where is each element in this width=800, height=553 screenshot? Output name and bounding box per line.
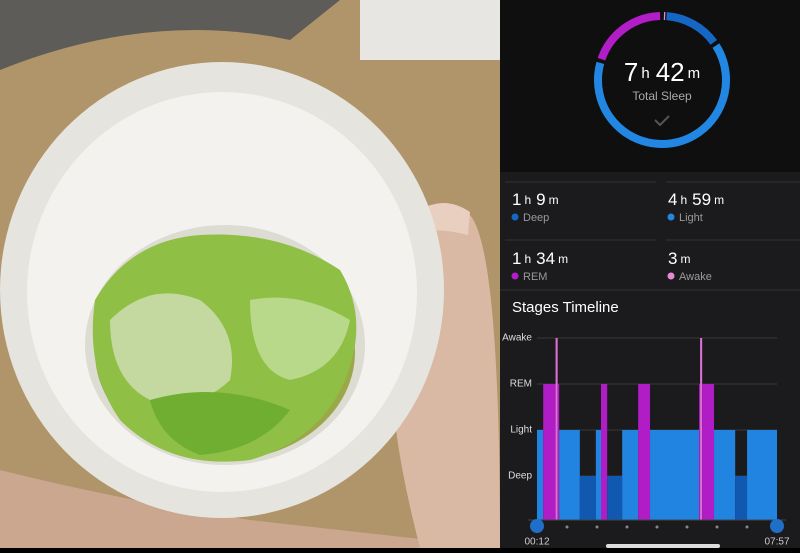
stage-segment <box>558 384 560 520</box>
unit: h <box>524 252 531 266</box>
axis-dot <box>626 526 629 529</box>
unit: h <box>680 193 687 207</box>
photo <box>0 0 500 548</box>
axis-dot <box>656 526 659 529</box>
unit: m <box>558 252 568 266</box>
unit: h <box>524 193 531 207</box>
stage-label: Deep <box>523 212 549 224</box>
stage-segment <box>699 384 700 520</box>
stage-segment <box>601 384 607 520</box>
axis-dot <box>596 526 599 529</box>
stage-segment <box>638 384 650 520</box>
stage-segment <box>700 338 702 520</box>
stage-segment <box>556 338 558 520</box>
minutes: 3 <box>668 249 677 268</box>
tick-icon <box>530 519 544 533</box>
stage-segment <box>747 430 777 520</box>
legend-dot <box>668 214 675 221</box>
x-tick-label: 00:12 <box>524 537 549 548</box>
stage-label: REM <box>523 271 547 283</box>
y-tick-label: Deep <box>508 471 532 482</box>
stage-segment <box>543 384 555 520</box>
axis-dot <box>686 526 689 529</box>
axis-dot <box>716 526 719 529</box>
minutes: 34 <box>536 249 555 268</box>
stage-label: Awake <box>679 271 712 283</box>
y-tick-label: Awake <box>502 333 532 344</box>
hours: 7 <box>624 57 638 87</box>
stage-label: Light <box>679 212 703 224</box>
legend-dot <box>512 273 519 280</box>
hours: 1 <box>512 190 521 209</box>
y-tick-label: Light <box>510 425 532 436</box>
axis-dot <box>746 526 749 529</box>
unit: h <box>641 65 649 82</box>
hours: 1 <box>512 249 521 268</box>
minutes: 42 <box>656 57 685 87</box>
unit: m <box>688 65 701 82</box>
legend-dot <box>668 273 675 280</box>
y-tick-label: REM <box>510 379 532 390</box>
x-tick-label: 07:57 <box>764 537 789 548</box>
minutes: 9 <box>536 190 545 209</box>
stage-segment <box>559 430 580 520</box>
stage-segment <box>580 476 596 520</box>
axis-dot <box>566 526 569 529</box>
hours: 4 <box>668 190 677 209</box>
legend-dot <box>512 214 519 221</box>
stage-segment <box>596 430 601 520</box>
total-sleep-label: Total Sleep <box>632 89 692 103</box>
unit: m <box>680 252 690 266</box>
stage-segment <box>702 384 714 520</box>
stage-segment <box>537 430 543 520</box>
stage-segment <box>714 430 735 520</box>
minutes: 59 <box>692 190 711 209</box>
stage-segment <box>622 430 638 520</box>
home-indicator <box>606 544 720 548</box>
unit: m <box>714 193 724 207</box>
tick-icon <box>770 519 784 533</box>
stage-segment <box>650 430 699 520</box>
chart-title: Stages Timeline <box>512 299 619 316</box>
stage-segment <box>735 476 747 520</box>
stage-segment <box>607 476 622 520</box>
unit: m <box>549 193 559 207</box>
